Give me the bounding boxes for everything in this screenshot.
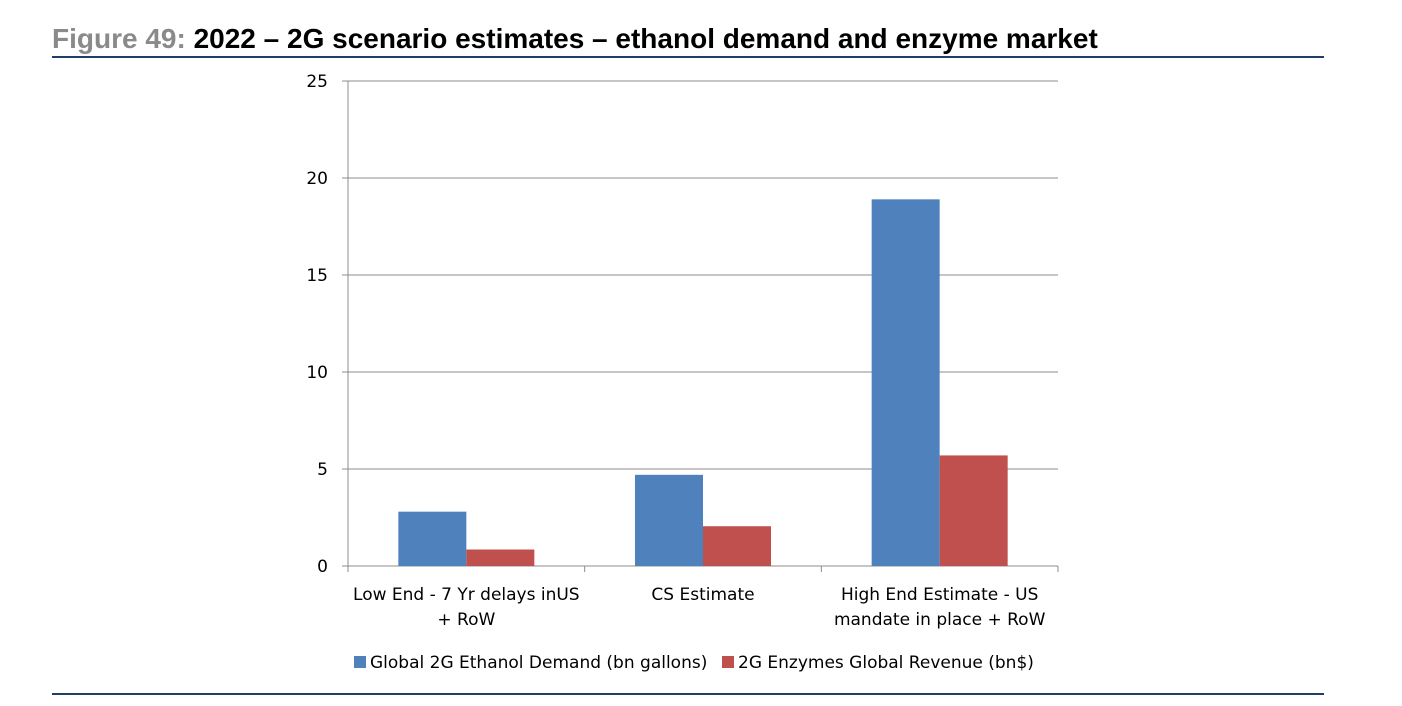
legend-label: 2G Enzymes Global Revenue (bn$) — [738, 653, 1034, 673]
x-tick-label: CS Estimate — [651, 585, 754, 605]
bottom-rule — [52, 693, 1324, 695]
x-tick-label: Low End - 7 Yr delays inUS — [353, 585, 580, 605]
y-tick-label: 25 — [306, 72, 328, 92]
x-tick-label: + RoW — [437, 610, 495, 630]
legend: Global 2G Ethanol Demand (bn gallons) 2G … — [354, 653, 1034, 673]
legend-item: 2G Enzymes Global Revenue (bn$) — [722, 653, 1034, 673]
legend-label: Global 2G Ethanol Demand (bn gallons) — [370, 653, 707, 673]
bar — [871, 199, 940, 566]
x-tick-label: mandate in place + RoW — [834, 610, 1046, 630]
y-tick-label: 20 — [306, 169, 328, 189]
legend-item: Global 2G Ethanol Demand (bn gallons) — [354, 653, 707, 673]
y-tick-label: 5 — [317, 460, 328, 480]
figure-label: Figure 49: — [52, 23, 186, 54]
y-tick-label: 15 — [306, 266, 328, 286]
bar — [939, 455, 1008, 566]
y-tick-labels: 0 5 10 15 20 25 — [306, 72, 328, 577]
bars — [398, 199, 1008, 566]
bar — [635, 474, 703, 566]
y-tick-label: 10 — [306, 363, 328, 383]
figure-title: Figure 49: 2022 – 2G scenario estimates … — [52, 22, 1098, 56]
y-tick-label: 0 — [317, 557, 328, 577]
top-rule — [52, 56, 1324, 58]
x-tick-labels: Low End - 7 Yr delays inUS + RoW CS Estima… — [353, 585, 1046, 630]
gridlines — [348, 80, 1058, 470]
bar — [398, 511, 467, 566]
bar — [703, 526, 771, 566]
legend-swatch — [354, 656, 366, 668]
figure-title-text: 2022 – 2G scenario estimates – ethanol d… — [193, 23, 1098, 54]
bar — [466, 549, 535, 566]
x-tick-label: High End Estimate - US — [841, 585, 1038, 605]
legend-swatch — [722, 656, 734, 668]
